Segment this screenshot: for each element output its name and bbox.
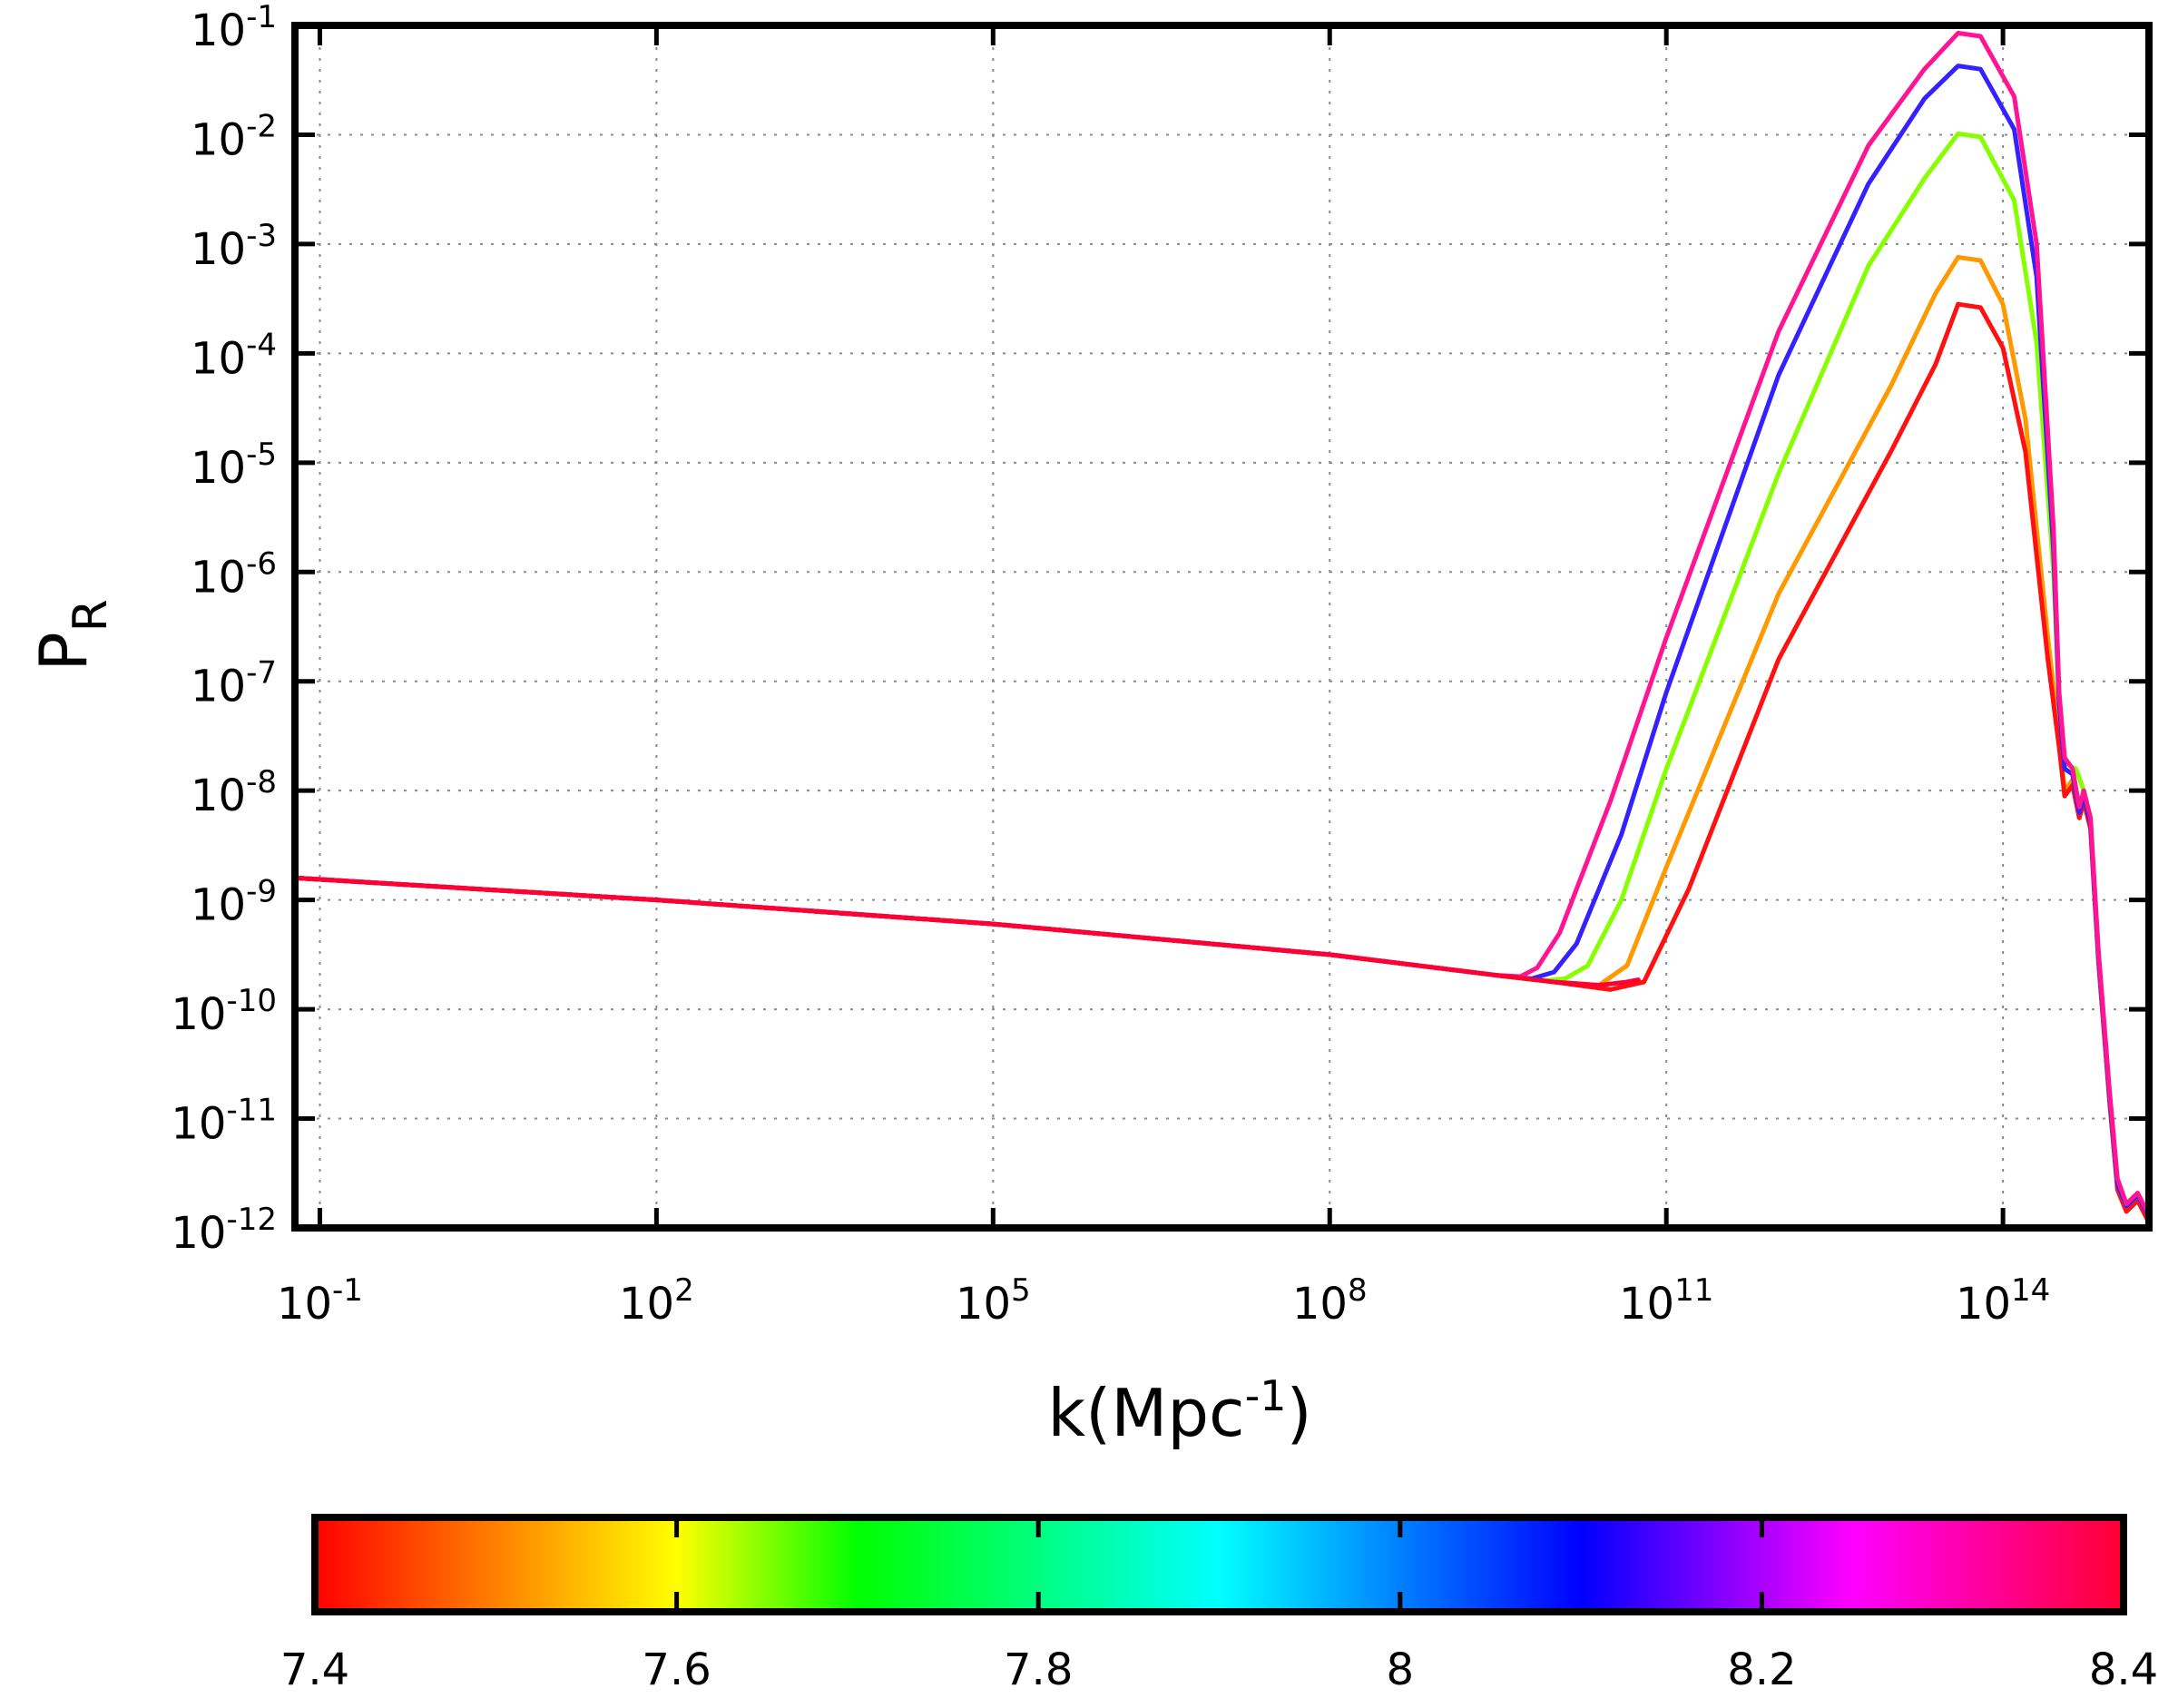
colorbar-tick-labels: 7.4 7.6 7.8 8 8.2 8.4 [280,1644,2158,1695]
y-tick-label: 10-1 [191,0,277,56]
x-tick-label: 10-1 [277,1272,363,1330]
x-tick-label: 105 [956,1272,1031,1330]
x-tick-label: 1014 [1956,1272,2050,1330]
y-tick-label: 10-11 [171,1093,277,1150]
y-tick-label: 10-4 [191,327,277,384]
y-axis-title: PR [25,599,118,672]
y-tick-label: 10-9 [191,874,277,931]
colorbar-tick-label: 8.2 [1727,1644,1796,1695]
x-axis-title: k(Mpc-1) [1047,1371,1311,1451]
colorbar-tick-label: 8 [1387,1644,1415,1695]
y-tick-label: 10-5 [191,437,277,494]
series-line [295,876,1641,988]
colorbar [311,1514,2127,1615]
y-tick-label: 10-3 [191,218,277,275]
y-axis-title-subscript: R [64,599,118,632]
x-tick-label: 108 [1292,1272,1368,1330]
axis-ticks [295,23,2149,1231]
series-line [295,301,2149,1225]
x-tick-label: 102 [619,1272,694,1330]
y-tick-label: 10-12 [171,1202,277,1259]
x-tick-label: 1011 [1619,1272,1713,1330]
y-tick-label: 10-10 [171,983,277,1040]
x-axis-title-superscript: -1 [1245,1371,1287,1420]
series-line [295,131,2149,1220]
y-tick-labels: 10-1 10-2 10-3 10-4 10-5 10-6 10-7 10-8 10-9 10-1… [171,0,277,1259]
colorbar-tick-label: 7.8 [1004,1644,1073,1695]
colorbar-tick-label: 7.4 [280,1644,349,1695]
series-line [295,64,2149,1220]
grid [295,25,2149,1229]
y-tick-label: 10-7 [191,655,277,712]
series-line [295,30,2149,1217]
colorbar-ticks [312,1517,2126,1612]
y-tick-label: 10-6 [191,545,277,603]
colorbar-tick-label: 7.6 [642,1644,711,1695]
colorbar-tick-label: 8.4 [2089,1644,2158,1695]
plot-frame [291,22,2153,1232]
y-tick-label: 10-2 [191,108,277,165]
series-line [295,254,2149,1220]
y-tick-label: 10-8 [191,764,277,821]
data-curves [295,30,2149,1225]
x-tick-labels: 10-1 102 105 108 1011 1014 [277,1272,2050,1330]
